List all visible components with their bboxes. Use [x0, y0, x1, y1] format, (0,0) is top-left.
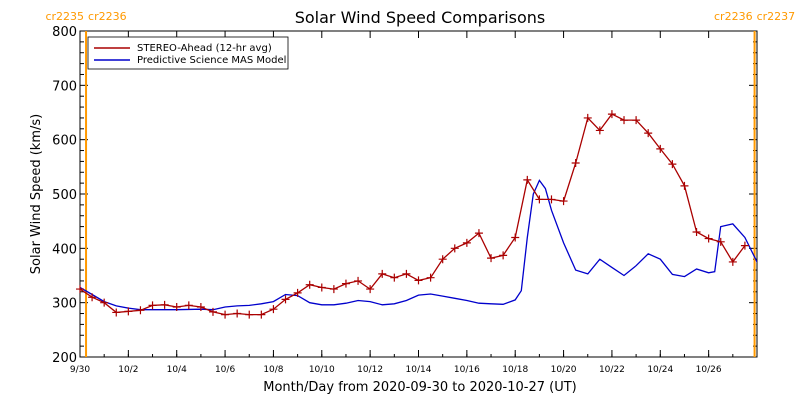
data-point-marker: [426, 273, 435, 282]
x-tick-label: 10/24: [647, 365, 673, 375]
data-point-marker: [281, 295, 290, 304]
data-point-marker: [644, 129, 653, 138]
x-tick-label: 10/8: [263, 365, 283, 375]
data-point-marker: [305, 280, 314, 289]
data-point-marker: [511, 233, 520, 242]
data-point-marker: [160, 300, 169, 309]
data-point-marker: [728, 257, 737, 266]
data-point-marker: [535, 195, 544, 204]
x-axis: 9/30 10/2 10/4 10/6 10/8 10/10 10/12 10/14 10/16…: [70, 31, 734, 375]
x-tick-label: 10/2: [118, 365, 138, 375]
data-point-marker: [571, 159, 580, 168]
legend: STEREO-Ahead (12-hr avg) Predictive Scie…: [87, 36, 289, 70]
data-point-marker: [221, 310, 230, 319]
y-tick-label: 600: [52, 134, 77, 149]
legend-label-mas-model: Predictive Science MAS Model: [137, 55, 286, 66]
data-point-marker: [293, 288, 302, 297]
data-point-marker: [414, 276, 423, 285]
data-point-marker: [378, 269, 387, 278]
chart-title: Solar Wind Speed Comparisons: [295, 8, 546, 27]
x-tick-label: 10/16: [454, 365, 480, 375]
x-tick-label: 10/22: [599, 365, 625, 375]
series-line-1: [80, 179, 757, 311]
y-tick-label: 800: [52, 25, 77, 40]
data-point-marker: [172, 303, 181, 312]
data-point-marker: [269, 305, 278, 314]
data-point-marker: [583, 113, 592, 122]
carrington-label-after: cr2236: [88, 10, 127, 23]
data-point-marker: [462, 238, 471, 247]
y-tick-label: 200: [52, 351, 77, 366]
y-axis: 200 300 400 500 600 700 800: [52, 25, 757, 366]
series-layer: [76, 110, 757, 319]
x-tick-label: 10/4: [167, 365, 187, 375]
data-point-marker: [704, 234, 713, 243]
x-tick-label: 10/12: [357, 365, 383, 375]
data-point-marker: [523, 175, 532, 184]
data-point-marker: [329, 285, 338, 294]
x-axis-label: Month/Day from 2020-09-30 to 2020-10-27 …: [263, 380, 576, 395]
data-point-marker: [450, 244, 459, 253]
data-point-marker: [88, 293, 97, 302]
data-point-marker: [112, 308, 121, 317]
data-point-marker: [692, 228, 701, 237]
plot-area-frame: [79, 30, 758, 358]
data-point-marker: [208, 307, 217, 316]
data-point-marker: [257, 310, 266, 319]
y-tick-label: 700: [52, 79, 77, 94]
data-point-marker: [740, 241, 749, 250]
data-point-marker: [100, 298, 109, 307]
y-axis-label: Solar Wind Speed (km/s): [29, 114, 44, 274]
data-point-marker: [196, 303, 205, 312]
data-point-marker: [499, 251, 508, 260]
data-point-marker: [366, 285, 375, 294]
data-point-marker: [680, 181, 689, 190]
y-tick-label: 500: [52, 188, 77, 203]
data-point-marker: [474, 229, 483, 238]
data-point-marker: [245, 310, 254, 319]
data-point-marker: [656, 144, 665, 153]
data-point-marker: [124, 307, 133, 316]
data-point-marker: [632, 116, 641, 125]
y-tick-label: 400: [52, 242, 77, 257]
legend-label-stereo: STEREO-Ahead (12-hr avg): [137, 43, 272, 54]
data-point-marker: [341, 279, 350, 288]
data-point-marker: [438, 255, 447, 264]
data-point-marker: [76, 285, 84, 294]
data-point-marker: [668, 160, 677, 169]
data-point-marker: [136, 306, 145, 315]
data-point-marker: [716, 237, 725, 246]
legend-box: [87, 36, 289, 70]
data-point-marker: [595, 126, 604, 135]
carrington-label-before: cr2236: [714, 10, 753, 23]
data-point-marker: [620, 116, 629, 125]
data-point-marker: [390, 273, 399, 282]
data-point-marker: [354, 276, 363, 285]
data-point-marker: [402, 269, 411, 278]
data-point-marker: [317, 283, 326, 292]
carrington-markers: cr2235 cr2236 cr2236 cr2237: [45, 10, 795, 357]
y-tick-label: 300: [52, 297, 77, 312]
x-tick-label: 10/26: [696, 365, 722, 375]
series-line-0: [80, 113, 746, 316]
data-point-marker: [148, 301, 157, 310]
data-point-marker: [547, 195, 556, 204]
x-tick-label: 10/14: [406, 365, 432, 375]
data-point-marker: [487, 254, 496, 263]
data-point-marker: [559, 197, 568, 206]
data-point-marker: [607, 110, 616, 119]
data-point-marker: [233, 309, 242, 318]
carrington-label-after: cr2237: [757, 10, 796, 23]
x-tick-label: 10/20: [551, 365, 577, 375]
data-point-marker: [184, 301, 193, 310]
x-tick-label: 10/6: [215, 365, 235, 375]
x-tick-label: 10/10: [309, 365, 335, 375]
x-tick-label: 9/30: [70, 365, 90, 375]
carrington-label-before: cr2235: [45, 10, 84, 23]
x-tick-label: 10/18: [502, 365, 528, 375]
